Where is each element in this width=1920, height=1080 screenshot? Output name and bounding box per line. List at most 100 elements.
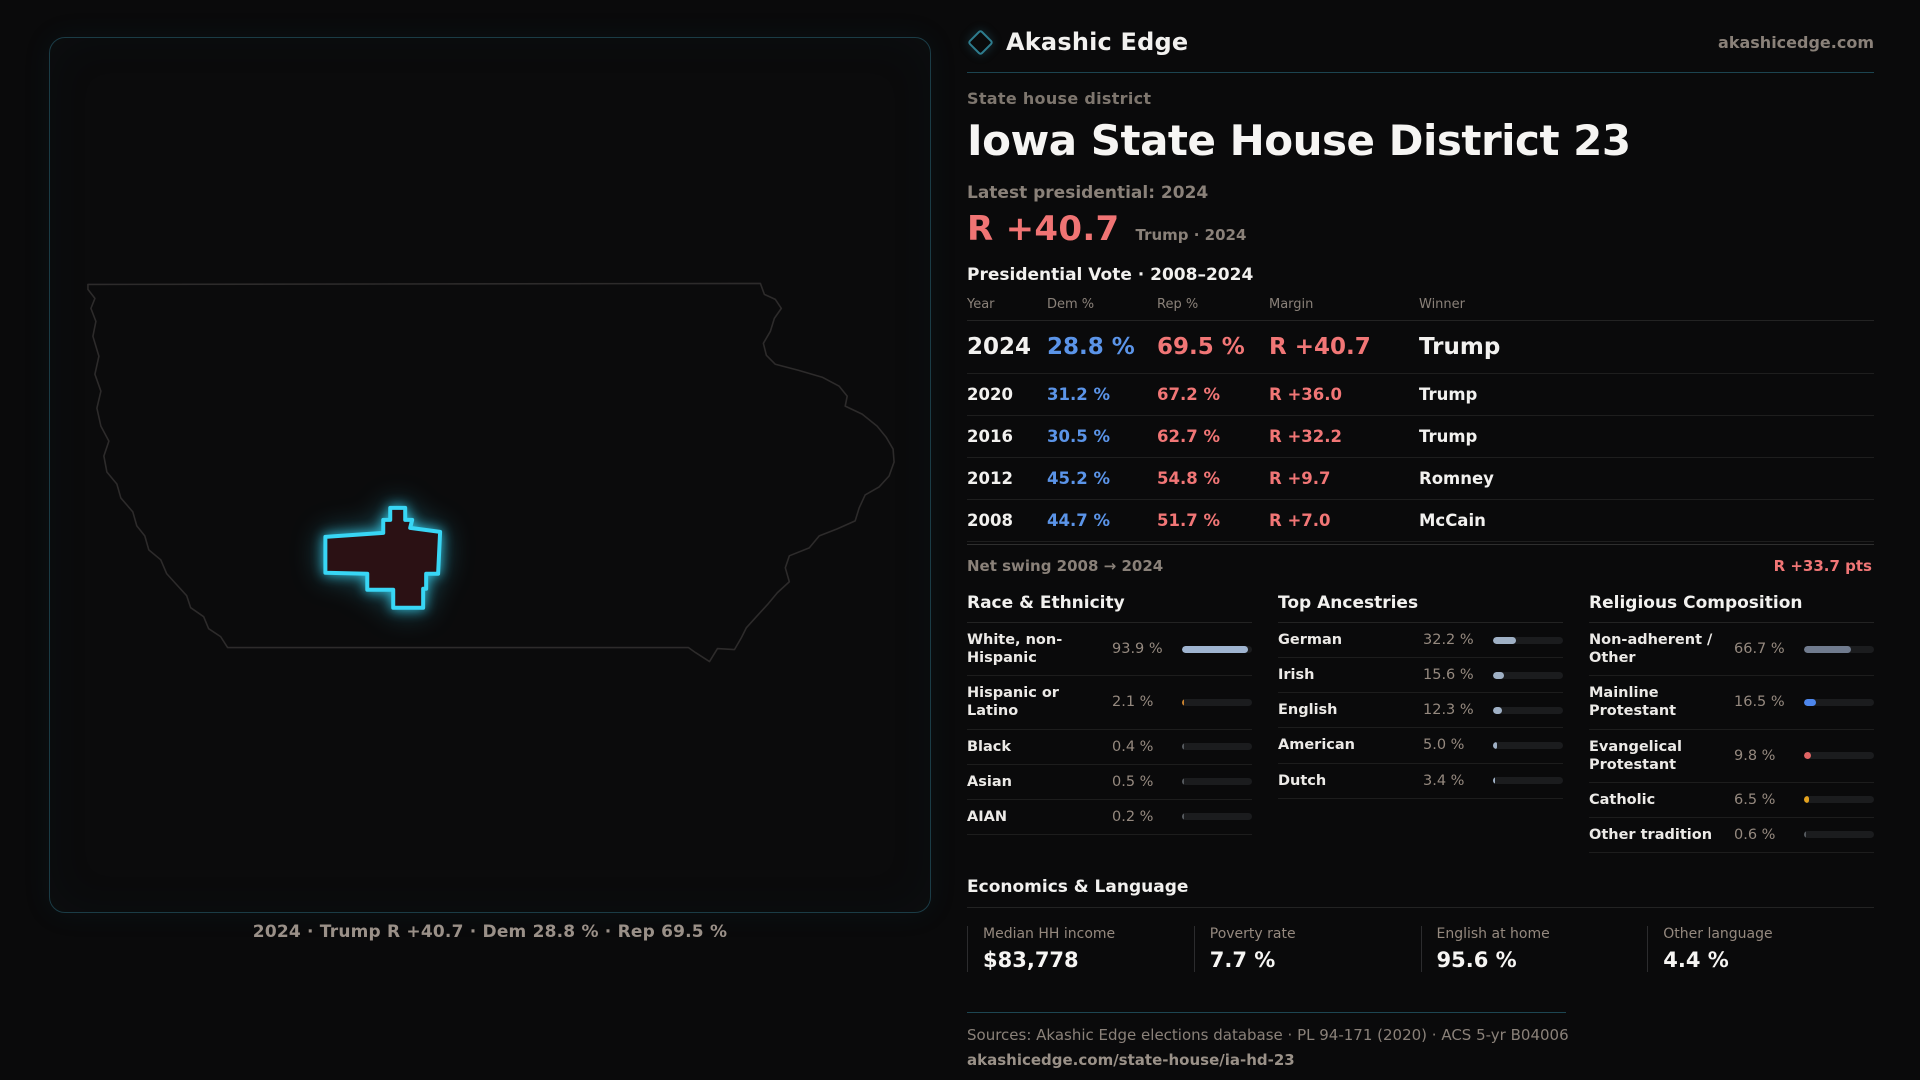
cell-rep-pct: 69.5 % xyxy=(1157,334,1245,360)
stat-bar xyxy=(1804,698,1874,706)
stat-row: White, non-Hispanic 93.9 % xyxy=(967,623,1252,677)
stat-row: Irish 15.6 % xyxy=(1278,658,1563,694)
cell-winner: Romney xyxy=(1419,469,1494,488)
stat-label: American xyxy=(1278,737,1355,754)
economics-stat-label: English at home xyxy=(1436,926,1550,942)
stat-row: English 12.3 % xyxy=(1278,693,1563,729)
headline-margin-value: R +40.7 xyxy=(967,209,1120,249)
stat-bar xyxy=(1804,796,1874,804)
cell-margin: R +36.0 xyxy=(1269,385,1342,404)
stat-value: 2.1 % xyxy=(1112,694,1154,711)
cell-dem-pct: 44.7 % xyxy=(1047,511,1110,530)
stat-value: 5.0 % xyxy=(1423,737,1465,754)
stat-label: Black xyxy=(967,738,1012,755)
col-header-margin: Margin xyxy=(1269,297,1314,312)
economics-stats: Median HH income $83,778 Poverty rate 7.7 %… xyxy=(967,926,1874,972)
col-header-dem: Dem % xyxy=(1047,297,1095,312)
economics-stat-label: Poverty rate xyxy=(1209,926,1296,942)
vote-table-row: 2012 45.2 % 54.8 % R +9.7 Romney xyxy=(967,458,1874,500)
cell-winner: Trump xyxy=(1419,427,1478,446)
vote-table-title: Presidential Vote · 2008–2024 xyxy=(967,265,1254,285)
economics-stat-value: 7.7 % xyxy=(1209,948,1276,972)
cell-winner: Trump xyxy=(1419,385,1478,404)
cell-rep-pct: 54.8 % xyxy=(1157,469,1220,488)
stat-label: Asian xyxy=(967,773,1012,790)
stat-bar-fill xyxy=(1804,752,1811,760)
stat-label: Non-adherent / Other xyxy=(1589,632,1713,667)
stat-bar-fill xyxy=(1182,698,1184,706)
stat-label: AIAN xyxy=(967,808,1007,825)
sources-text: Sources: Akashic Edge elections database… xyxy=(967,1026,1569,1044)
permalink[interactable]: akashicedge.com/state-house/ia-hd-23 xyxy=(967,1051,1295,1069)
stat-value: 16.5 % xyxy=(1734,694,1785,711)
section-title-race: Race & Ethnicity xyxy=(967,593,1252,623)
race-rows: White, non-Hispanic 93.9 % Hispanic or Lat… xyxy=(967,623,1252,835)
stat-row: Non-adherent / Other 66.7 % xyxy=(1589,623,1874,677)
stat-bar xyxy=(1182,645,1252,653)
stat-value: 0.6 % xyxy=(1734,826,1776,843)
stat-row: American 5.0 % xyxy=(1278,728,1563,764)
economics-stat: English at home 95.6 % xyxy=(1420,926,1648,972)
stat-value: 12.3 % xyxy=(1423,702,1474,719)
stat-bar-fill xyxy=(1182,743,1184,751)
vote-table-header: Year Dem % Rep % Margin Winner xyxy=(967,297,1874,321)
cell-rep-pct: 67.2 % xyxy=(1157,385,1220,404)
stat-value: 32.2 % xyxy=(1423,632,1474,649)
cell-rep-pct: 62.7 % xyxy=(1157,427,1220,446)
highlighted-district-shape[interactable] xyxy=(323,505,443,610)
stat-value: 15.6 % xyxy=(1423,667,1474,684)
demographics-grid: Race & Ethnicity White, non-Hispanic 93.9… xyxy=(967,593,1874,853)
economics-stat-value: $83,778 xyxy=(983,948,1079,972)
stat-bar-fill xyxy=(1182,813,1184,821)
stat-bar-fill xyxy=(1804,831,1806,839)
stat-row: Dutch 3.4 % xyxy=(1278,764,1563,799)
col-header-rep: Rep % xyxy=(1157,297,1199,312)
stat-row: Catholic 6.5 % xyxy=(1589,783,1874,818)
stat-value: 0.4 % xyxy=(1112,738,1154,755)
brand-domain-link[interactable]: akashicedge.com xyxy=(1718,32,1874,52)
cell-year: 2020 xyxy=(967,385,1013,404)
cell-margin: R +40.7 xyxy=(1269,334,1371,360)
stat-bar-fill xyxy=(1182,645,1248,653)
footer: Sources: Akashic Edge elections database… xyxy=(967,1012,1874,1069)
cell-margin: R +9.7 xyxy=(1269,469,1331,488)
col-header-year: Year xyxy=(967,297,995,312)
cell-dem-pct: 28.8 % xyxy=(1047,334,1135,360)
economics-stat-label: Median HH income xyxy=(983,926,1116,942)
stat-bar xyxy=(1493,636,1563,644)
stat-bar xyxy=(1804,831,1874,839)
economics-stat-value: 4.4 % xyxy=(1663,948,1729,972)
ancestry-rows: German 32.2 % Irish 15.6 % English 12.3 % Amer… xyxy=(1278,623,1563,799)
economics-stat-label: Other language xyxy=(1663,926,1773,942)
stat-row: AIAN 0.2 % xyxy=(967,800,1252,835)
brand-diamond-icon xyxy=(967,28,994,56)
stat-label: Hispanic or Latino xyxy=(967,685,1059,720)
cell-year: 2012 xyxy=(967,469,1013,488)
cell-year: 2008 xyxy=(967,511,1013,530)
section-title-religion: Religious Composition xyxy=(1589,593,1874,623)
stat-label: English xyxy=(1278,702,1338,719)
religion-rows: Non-adherent / Other 66.7 % Mainline Prote… xyxy=(1589,623,1874,853)
cell-dem-pct: 31.2 % xyxy=(1047,385,1110,404)
stat-bar xyxy=(1493,671,1563,679)
stat-label: White, non-Hispanic xyxy=(967,632,1063,667)
stat-bar-fill xyxy=(1493,636,1516,644)
vote-table-row: 2020 31.2 % 67.2 % R +36.0 Trump xyxy=(967,374,1874,416)
stat-bar xyxy=(1804,645,1874,653)
stat-value: 9.8 % xyxy=(1734,747,1776,764)
stat-value: 0.5 % xyxy=(1112,773,1154,790)
stat-row: Hispanic or Latino 2.1 % xyxy=(967,676,1252,730)
stat-row: Asian 0.5 % xyxy=(967,765,1252,800)
stat-bar-fill xyxy=(1493,741,1497,749)
stat-value: 93.9 % xyxy=(1112,641,1163,658)
header: Akashic Edge akashicedge.com xyxy=(967,28,1874,73)
footer-divider xyxy=(967,1012,1566,1013)
stat-label: German xyxy=(1278,632,1343,648)
stat-row: Black 0.4 % xyxy=(967,730,1252,765)
stat-label: Catholic xyxy=(1589,791,1656,808)
stat-bar-fill xyxy=(1493,777,1496,785)
top-ancestries-section: Top Ancestries German 32.2 % Irish 15.6 % En… xyxy=(1278,593,1563,853)
cell-margin: R +32.2 xyxy=(1269,427,1342,446)
stat-row: Other tradition 0.6 % xyxy=(1589,818,1874,853)
iowa-map xyxy=(87,282,895,663)
